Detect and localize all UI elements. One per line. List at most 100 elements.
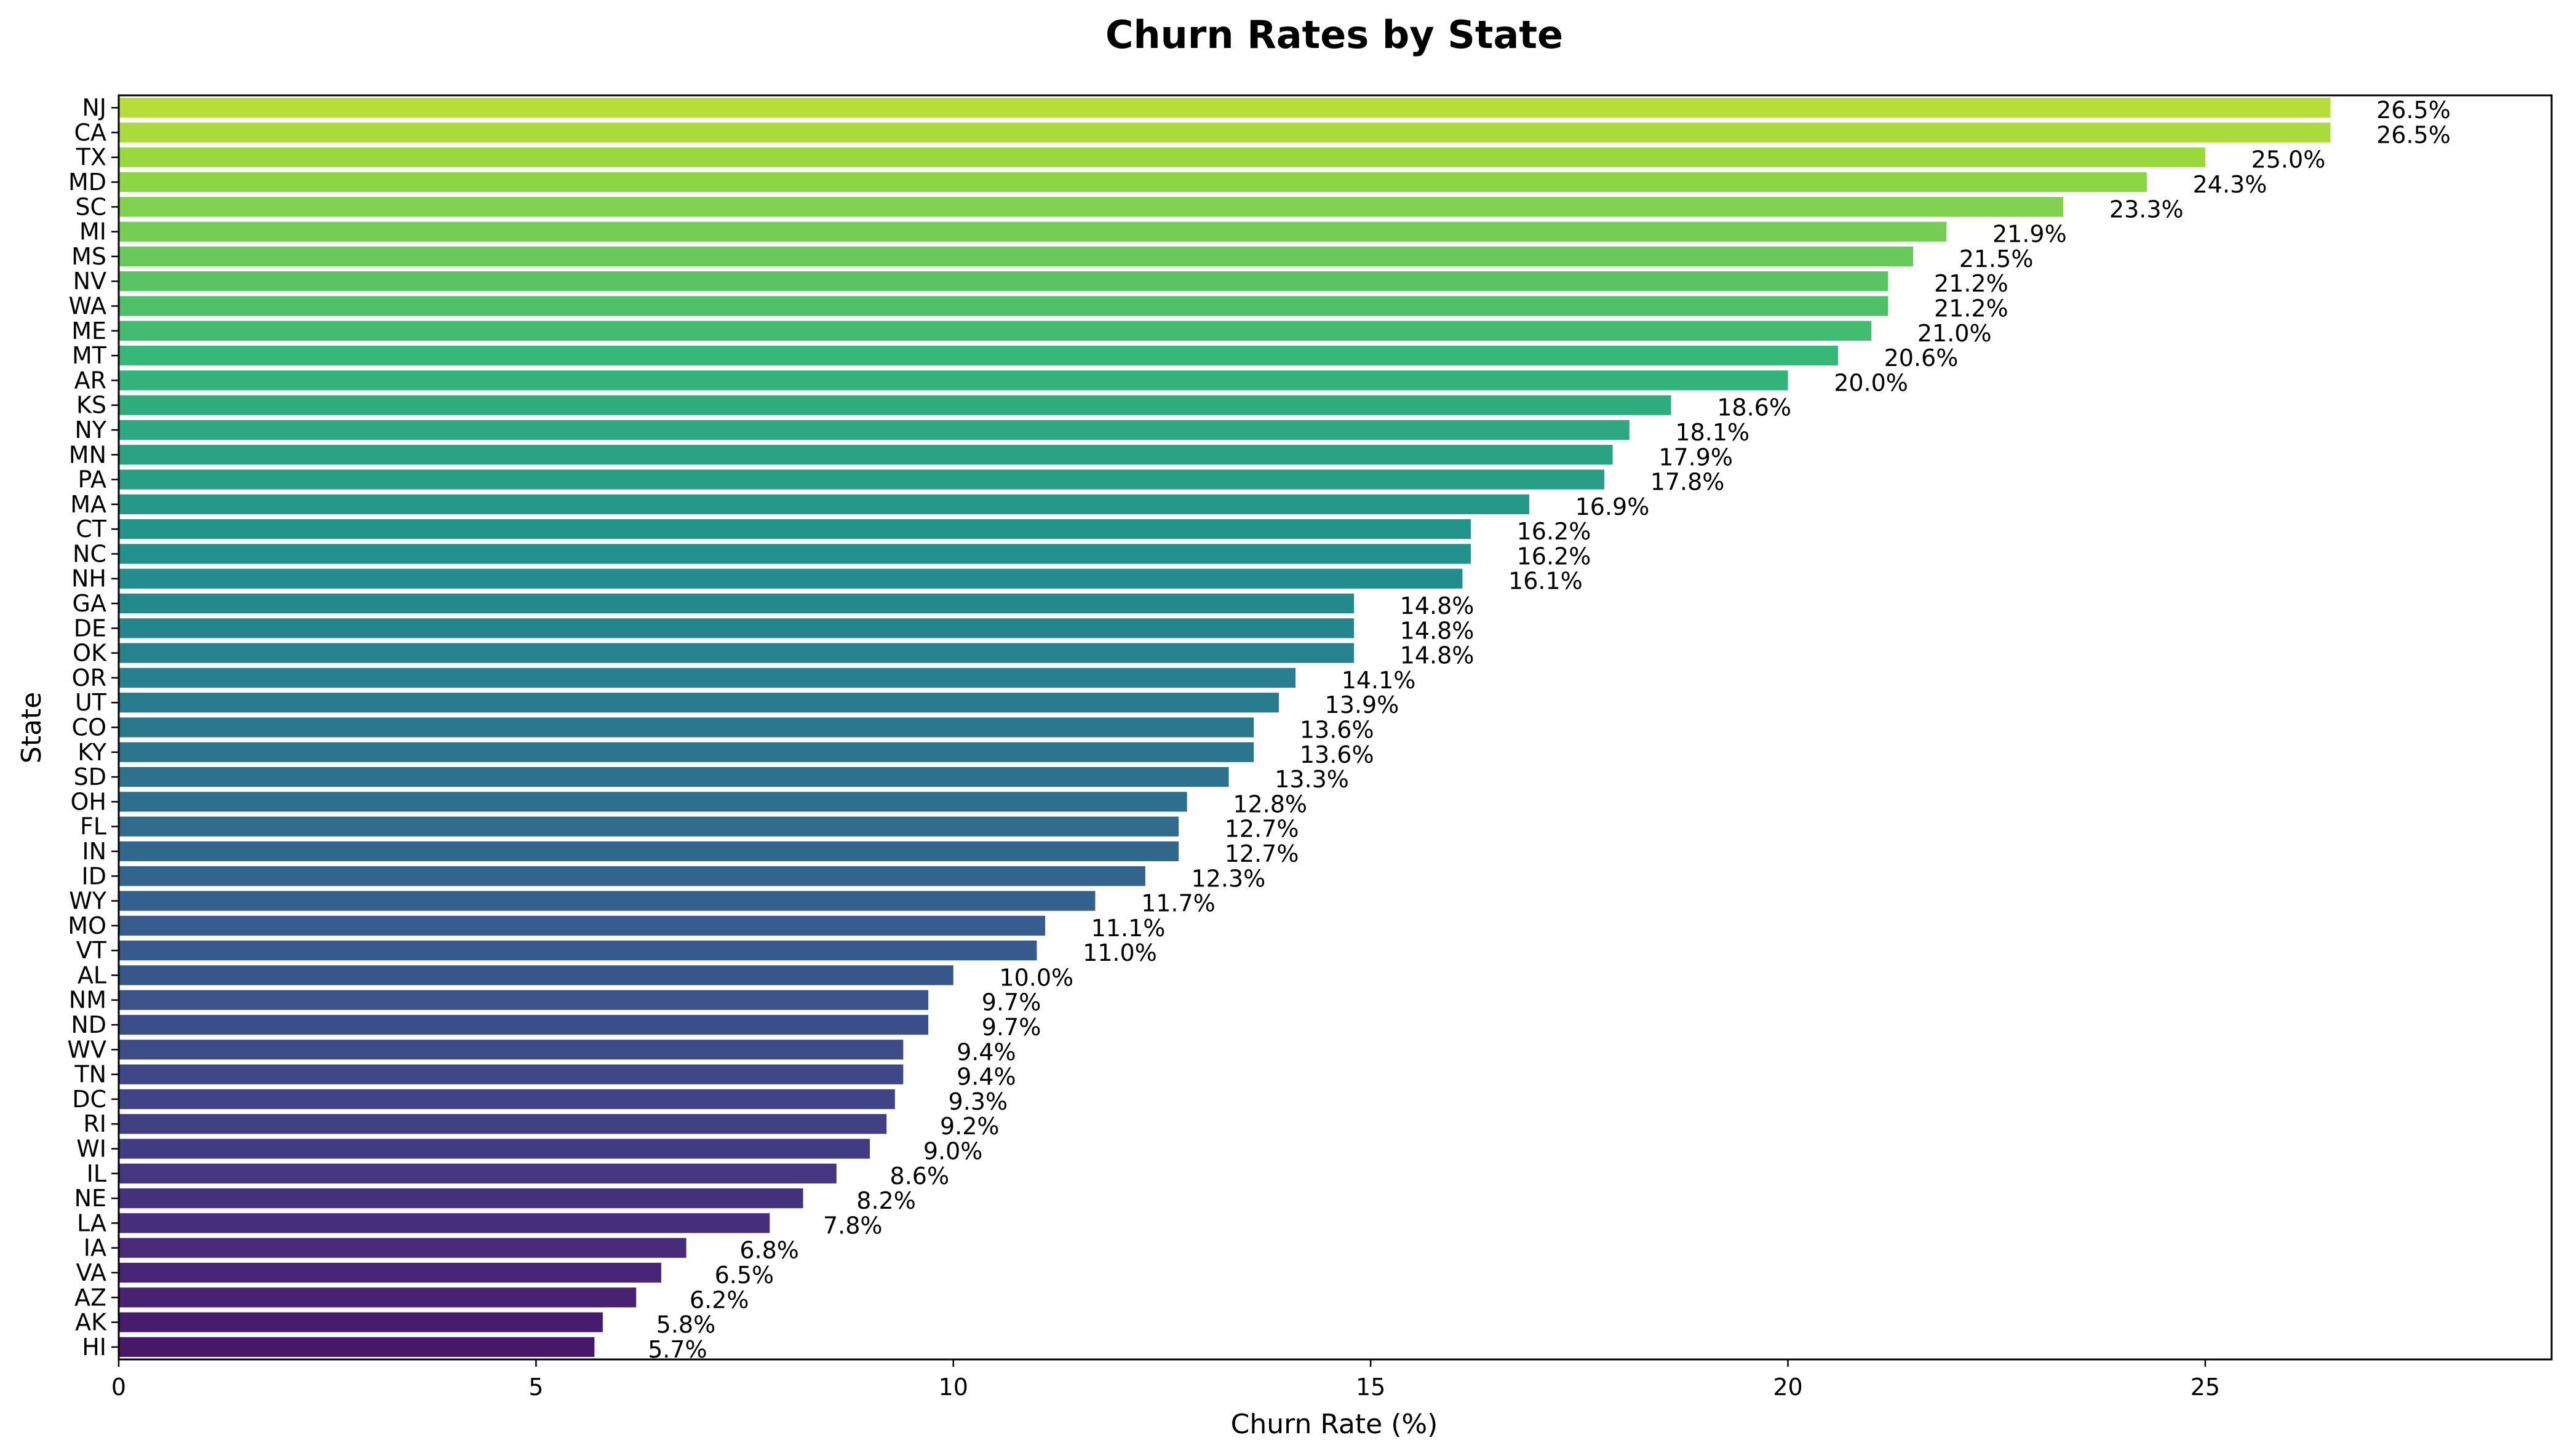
y-tick-label-il: IL <box>87 1160 106 1187</box>
y-tick-label-ct: CT <box>76 515 107 543</box>
x-tick-label: 5 <box>528 1374 543 1401</box>
x-tick-label: 25 <box>2191 1374 2220 1401</box>
value-label-ct: 16.2% <box>1517 518 1591 545</box>
y-tick-label-ga: GA <box>73 590 106 617</box>
y-tick-label-ms: MS <box>71 243 106 270</box>
y-tick-label-wa: WA <box>69 293 107 320</box>
value-label-ne: 8.2% <box>856 1187 916 1214</box>
value-label-nc: 16.2% <box>1517 543 1591 570</box>
value-label-ms: 21.5% <box>1959 245 2034 273</box>
y-tick-label-fl: FL <box>80 813 106 840</box>
bar-ca <box>119 122 2331 143</box>
bar-or <box>119 667 1296 688</box>
y-tick-label-hi: HI <box>82 1334 106 1361</box>
y-tick-label-nv: NV <box>73 268 106 295</box>
bar-co <box>119 717 1254 738</box>
y-tick-label-mn: MN <box>69 441 106 468</box>
value-label-de: 14.8% <box>1400 617 1475 644</box>
value-label-ks: 18.6% <box>1717 394 1791 421</box>
bar-hi <box>119 1337 595 1357</box>
y-tick-label-nj: NJ <box>82 94 106 121</box>
y-tick-label-ri: RI <box>83 1110 106 1137</box>
bar-il <box>119 1163 837 1183</box>
value-label-nj: 26.5% <box>2376 97 2451 124</box>
y-tick-label-mt: MT <box>72 342 107 369</box>
y-tick-label-mo: MO <box>68 912 106 939</box>
value-label-ga: 14.8% <box>1400 592 1475 619</box>
bar-ia <box>119 1238 687 1258</box>
bar-mi <box>119 221 1947 242</box>
y-tick-label-sc: SC <box>75 193 106 220</box>
value-label-in: 12.7% <box>1225 840 1299 867</box>
value-label-group: 26.5%26.5%25.0%24.3%23.3%21.9%21.5%21.2%… <box>648 97 2451 1363</box>
x-tick-label: 10 <box>939 1374 968 1401</box>
bar-group <box>119 98 2331 1357</box>
y-tick-label-al: AL <box>78 961 106 989</box>
bar-az <box>119 1287 637 1308</box>
bar-md <box>119 172 2147 193</box>
value-label-pa: 17.8% <box>1650 469 1725 496</box>
value-label-dc: 9.3% <box>949 1088 1008 1115</box>
bar-ct <box>119 519 1471 539</box>
y-tick-label-me: ME <box>71 317 106 344</box>
y-tick-label-ne: NE <box>74 1185 106 1212</box>
bar-wv <box>119 1040 904 1060</box>
value-label-mi: 21.9% <box>1992 221 2067 248</box>
value-label-wa: 21.2% <box>1934 295 2008 322</box>
bar-mt <box>119 345 1838 366</box>
value-label-nd: 9.7% <box>982 1014 1041 1041</box>
value-label-wy: 11.7% <box>1141 890 1216 917</box>
y-tick-label-ar: AR <box>74 367 106 394</box>
bar-in <box>119 841 1179 862</box>
y-tick-label-wy: WY <box>69 888 107 915</box>
y-tick-label-ca: CA <box>74 119 106 146</box>
bar-ks <box>119 395 1671 415</box>
bar-wi <box>119 1139 870 1159</box>
y-tick-label-ut: UT <box>75 689 107 716</box>
x-axis-label: Churn Rate (%) <box>1231 1409 1438 1440</box>
plot-frame <box>117 94 2553 1361</box>
bar-nv <box>119 271 1888 292</box>
bar-ny <box>119 420 1630 440</box>
y-tick-label-id: ID <box>82 862 106 889</box>
value-label-il: 8.6% <box>890 1163 950 1190</box>
value-label-va: 6.5% <box>715 1262 774 1289</box>
value-label-ma: 16.9% <box>1575 493 1650 520</box>
bar-ut <box>119 693 1279 713</box>
bar-vt <box>119 941 1037 961</box>
y-tick-label-nh: NH <box>71 565 106 592</box>
y-tick-label-la: LA <box>77 1209 106 1236</box>
bar-ri <box>119 1114 887 1134</box>
y-tick-label-wv: WV <box>67 1036 106 1063</box>
y-tick-label-sd: SD <box>74 763 106 790</box>
x-tick-label: 0 <box>111 1374 126 1401</box>
bar-la <box>119 1213 770 1233</box>
bar-wa <box>119 296 1888 316</box>
y-tick-label-nc: NC <box>73 540 106 567</box>
value-label-mt: 20.6% <box>1884 344 1959 372</box>
bar-ms <box>119 246 1914 267</box>
bar-sd <box>119 766 1229 787</box>
chart-title: Churn Rates by State <box>1105 12 1563 57</box>
value-label-sc: 23.3% <box>2109 196 2184 223</box>
value-label-sd: 13.3% <box>1275 766 1349 793</box>
value-label-ak: 5.8% <box>656 1311 716 1339</box>
value-label-ky: 13.6% <box>1300 741 1374 768</box>
y-tick-label-tx: TX <box>76 144 106 171</box>
y-tick-label-wi: WI <box>76 1136 106 1163</box>
y-tick-label-ky: KY <box>78 739 107 766</box>
y-tick-label-dc: DC <box>72 1086 106 1113</box>
y-tick-label-de: DE <box>74 615 106 642</box>
y-tick-label-mi: MI <box>79 218 106 245</box>
value-label-mn: 17.9% <box>1658 444 1733 471</box>
bar-pa <box>119 469 1605 490</box>
y-tick-label-md: MD <box>68 169 106 196</box>
bar-ma <box>119 494 1529 514</box>
bar-nc <box>119 544 1471 564</box>
y-tick-label-co: CO <box>72 714 106 741</box>
y-tick-label-ny: NY <box>74 416 106 444</box>
bar-nm <box>119 990 929 1010</box>
y-tick-label-nd: ND <box>71 1011 106 1038</box>
bar-ak <box>119 1312 603 1332</box>
value-label-ar: 20.0% <box>1834 369 1908 396</box>
